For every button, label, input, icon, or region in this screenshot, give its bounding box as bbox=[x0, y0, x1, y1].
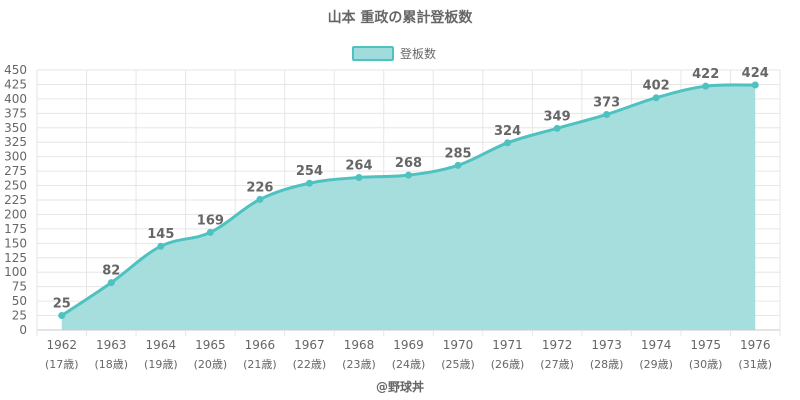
data-label: 25 bbox=[53, 297, 71, 312]
x-tick-label: 1963 bbox=[96, 338, 127, 352]
y-tick-label: 50 bbox=[12, 294, 27, 308]
data-point[interactable] bbox=[454, 161, 462, 169]
y-tick-label: 375 bbox=[4, 106, 27, 120]
data-label: 424 bbox=[742, 66, 769, 81]
data-label: 285 bbox=[444, 146, 471, 161]
data-point[interactable] bbox=[305, 179, 313, 187]
x-tick-sublabel: (24歳) bbox=[392, 358, 426, 371]
y-tick-label: 225 bbox=[4, 193, 27, 207]
x-tick-label: 1968 bbox=[344, 338, 375, 352]
x-axis: 1962 (17歳) 1963 (18歳) 1964 (19歳) 1965 (20歳) 1966… bbox=[45, 338, 772, 371]
data-point[interactable] bbox=[355, 173, 363, 181]
data-label: 349 bbox=[544, 109, 571, 124]
x-tick-sublabel: (22歳) bbox=[293, 358, 327, 371]
data-label: 226 bbox=[246, 180, 273, 195]
series-points bbox=[58, 81, 759, 320]
data-point[interactable] bbox=[405, 171, 412, 179]
x-tick-label: 1967 bbox=[294, 338, 325, 352]
x-tick-label: 1966 bbox=[245, 338, 276, 352]
y-tick-label: 325 bbox=[4, 135, 27, 149]
y-tick-label: 275 bbox=[4, 164, 27, 178]
x-tick-label: 1964 bbox=[146, 338, 177, 352]
x-tick-label: 1976 bbox=[740, 338, 771, 352]
x-tick-sublabel: (21歳) bbox=[243, 358, 277, 371]
chart-title: 山本 重政の累計登板数 bbox=[328, 9, 474, 26]
y-tick-label: 75 bbox=[12, 280, 27, 294]
legend-label: 登板数 bbox=[400, 46, 436, 61]
data-label: 145 bbox=[147, 227, 174, 242]
x-tick-sublabel: (18歳) bbox=[95, 358, 129, 371]
y-tick-label: 450 bbox=[4, 63, 27, 77]
x-tick-sublabel: (31歳) bbox=[738, 358, 772, 371]
y-tick-label: 400 bbox=[4, 92, 27, 106]
x-tick-label: 1965 bbox=[195, 338, 226, 352]
data-label: 254 bbox=[296, 164, 323, 179]
y-tick-label: 100 bbox=[4, 265, 27, 279]
data-point[interactable] bbox=[603, 110, 611, 118]
x-tick-label: 1973 bbox=[591, 338, 622, 352]
data-point[interactable] bbox=[206, 228, 214, 236]
area-fill bbox=[61, 84, 756, 330]
y-tick-label: 125 bbox=[4, 251, 27, 265]
y-axis: 0255075100125150175200225250275300325350… bbox=[4, 63, 27, 337]
x-tick-sublabel: (29歳) bbox=[639, 358, 673, 371]
series-area bbox=[60, 83, 756, 330]
data-point[interactable] bbox=[751, 81, 759, 89]
data-label: 264 bbox=[345, 158, 372, 173]
x-tick-label: 1970 bbox=[443, 338, 474, 352]
y-tick-label: 425 bbox=[4, 77, 27, 91]
x-tick-label: 1971 bbox=[492, 338, 523, 352]
data-labels: 25 82 145 169 226 254 264 268 285 324 349 373 402 422… bbox=[53, 66, 769, 312]
y-tick-label: 25 bbox=[12, 309, 27, 323]
x-tick-sublabel: (27歳) bbox=[540, 358, 574, 371]
y-tick-label: 0 bbox=[19, 323, 27, 337]
data-point[interactable] bbox=[58, 312, 66, 320]
credit-text: @野球丼 bbox=[376, 379, 424, 394]
x-tick-sublabel: (26歳) bbox=[491, 358, 525, 371]
x-tick-label: 1962 bbox=[46, 338, 77, 352]
y-tick-label: 150 bbox=[4, 236, 27, 250]
y-tick-label: 200 bbox=[4, 207, 27, 221]
x-tick-sublabel: (17歳) bbox=[45, 358, 79, 371]
legend[interactable]: 登板数 bbox=[352, 46, 436, 61]
x-tick-label: 1972 bbox=[542, 338, 573, 352]
legend-swatch bbox=[352, 46, 394, 61]
data-label: 82 bbox=[102, 264, 120, 279]
x-tick-sublabel: (20歳) bbox=[194, 358, 228, 371]
data-point[interactable] bbox=[256, 195, 264, 203]
x-tick-label: 1974 bbox=[641, 338, 672, 352]
data-point[interactable] bbox=[157, 242, 165, 250]
data-label: 169 bbox=[197, 213, 224, 228]
x-tick-label: 1969 bbox=[393, 338, 424, 352]
data-point[interactable] bbox=[652, 94, 660, 102]
data-label: 268 bbox=[395, 156, 422, 171]
data-label: 373 bbox=[593, 95, 620, 110]
data-point[interactable] bbox=[107, 279, 115, 287]
y-tick-label: 250 bbox=[4, 179, 27, 193]
y-tick-label: 175 bbox=[4, 222, 27, 236]
data-label: 422 bbox=[692, 67, 719, 82]
y-tick-label: 300 bbox=[4, 150, 27, 164]
data-point[interactable] bbox=[702, 82, 710, 90]
x-tick-sublabel: (25歳) bbox=[441, 358, 475, 371]
data-label: 402 bbox=[643, 79, 670, 94]
y-tick-label: 350 bbox=[4, 121, 27, 135]
data-point[interactable] bbox=[553, 124, 561, 132]
x-tick-sublabel: (28歳) bbox=[590, 358, 624, 371]
x-tick-sublabel: (19歳) bbox=[144, 358, 178, 371]
x-tick-label: 1975 bbox=[690, 338, 721, 352]
data-point[interactable] bbox=[504, 139, 512, 147]
x-tick-sublabel: (30歳) bbox=[689, 358, 723, 371]
data-label: 324 bbox=[494, 124, 521, 139]
x-tick-sublabel: (23歳) bbox=[342, 358, 376, 371]
